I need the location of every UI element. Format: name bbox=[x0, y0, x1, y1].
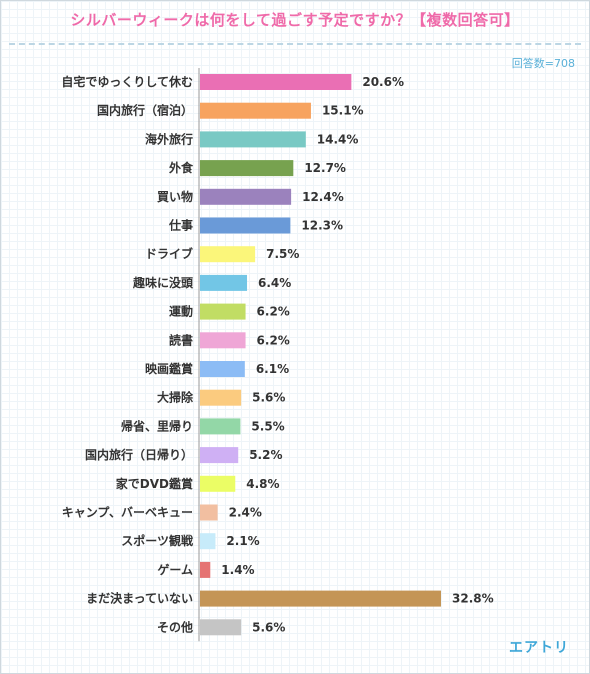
value-label: 2.1% bbox=[226, 534, 259, 548]
bar bbox=[200, 619, 242, 636]
category-label: 国内旅行（宿泊） bbox=[97, 103, 193, 118]
value-label: 32.8% bbox=[452, 592, 494, 606]
value-label: 5.5% bbox=[251, 419, 284, 433]
category-label: 仕事 bbox=[168, 218, 193, 233]
category-label: 自宅でゆっくりして休む bbox=[61, 74, 193, 89]
chart-title: シルバーウィークは何をして過ごす予定ですか？【複数回答可】 bbox=[70, 11, 520, 29]
category-label: その他 bbox=[157, 619, 193, 634]
category-label: ドライブ bbox=[145, 246, 193, 261]
bar bbox=[200, 561, 211, 578]
category-label: まだ決まっていない bbox=[86, 591, 193, 606]
bar bbox=[200, 389, 242, 406]
bar bbox=[200, 590, 441, 607]
value-label: 12.7% bbox=[304, 161, 346, 175]
brand-logo: エアトリ bbox=[509, 640, 569, 656]
bar bbox=[200, 533, 216, 550]
bar bbox=[200, 418, 241, 435]
value-label: 20.6% bbox=[362, 75, 404, 89]
value-label: 5.6% bbox=[252, 620, 285, 634]
category-label: 映画鑑賞 bbox=[145, 361, 193, 376]
bar bbox=[200, 74, 352, 90]
title-divider bbox=[9, 43, 581, 45]
value-label: 12.3% bbox=[301, 219, 343, 233]
respondent-count: 回答数=708 bbox=[511, 57, 575, 70]
bar bbox=[200, 246, 256, 263]
value-label: 2.4% bbox=[229, 506, 262, 520]
bar bbox=[200, 217, 291, 234]
value-label: 5.6% bbox=[252, 391, 285, 405]
category-label: 海外旅行 bbox=[145, 131, 193, 146]
value-label: 4.8% bbox=[246, 477, 279, 491]
bar bbox=[200, 160, 294, 177]
category-label: 買い物 bbox=[157, 189, 193, 204]
value-label: 1.4% bbox=[221, 563, 254, 577]
value-label: 12.4% bbox=[302, 190, 344, 204]
value-label: 6.2% bbox=[257, 305, 290, 319]
category-label: キャンプ、バーベキュー bbox=[62, 505, 193, 520]
value-label: 6.2% bbox=[257, 333, 290, 347]
value-label: 7.5% bbox=[266, 247, 299, 261]
category-label: 読書 bbox=[169, 332, 193, 347]
value-label: 6.1% bbox=[256, 362, 289, 376]
bar bbox=[200, 504, 218, 521]
bar bbox=[200, 475, 236, 492]
bar bbox=[200, 332, 246, 349]
category-label: 趣味に没頭 bbox=[132, 275, 194, 290]
bar bbox=[200, 131, 306, 148]
value-label: 15.1% bbox=[322, 104, 364, 118]
bar bbox=[200, 447, 239, 464]
category-label: 運動 bbox=[169, 304, 193, 319]
bar bbox=[200, 274, 248, 291]
category-label: 家でDVD鑑賞 bbox=[116, 476, 193, 491]
category-label: ゲーム bbox=[157, 562, 193, 577]
category-label: 大掃除 bbox=[157, 390, 194, 405]
bar bbox=[200, 361, 245, 377]
value-label: 14.4% bbox=[317, 132, 359, 146]
category-label: 外食 bbox=[169, 160, 194, 175]
category-label: スポーツ観戦 bbox=[121, 533, 194, 548]
value-label: 5.2% bbox=[249, 448, 282, 462]
category-label: 帰省、里帰り bbox=[121, 418, 193, 433]
bar bbox=[200, 303, 246, 320]
category-label: 国内旅行（日帰り） bbox=[85, 447, 193, 462]
bar bbox=[200, 102, 311, 119]
bar bbox=[200, 188, 292, 205]
value-label: 6.4% bbox=[258, 276, 291, 290]
